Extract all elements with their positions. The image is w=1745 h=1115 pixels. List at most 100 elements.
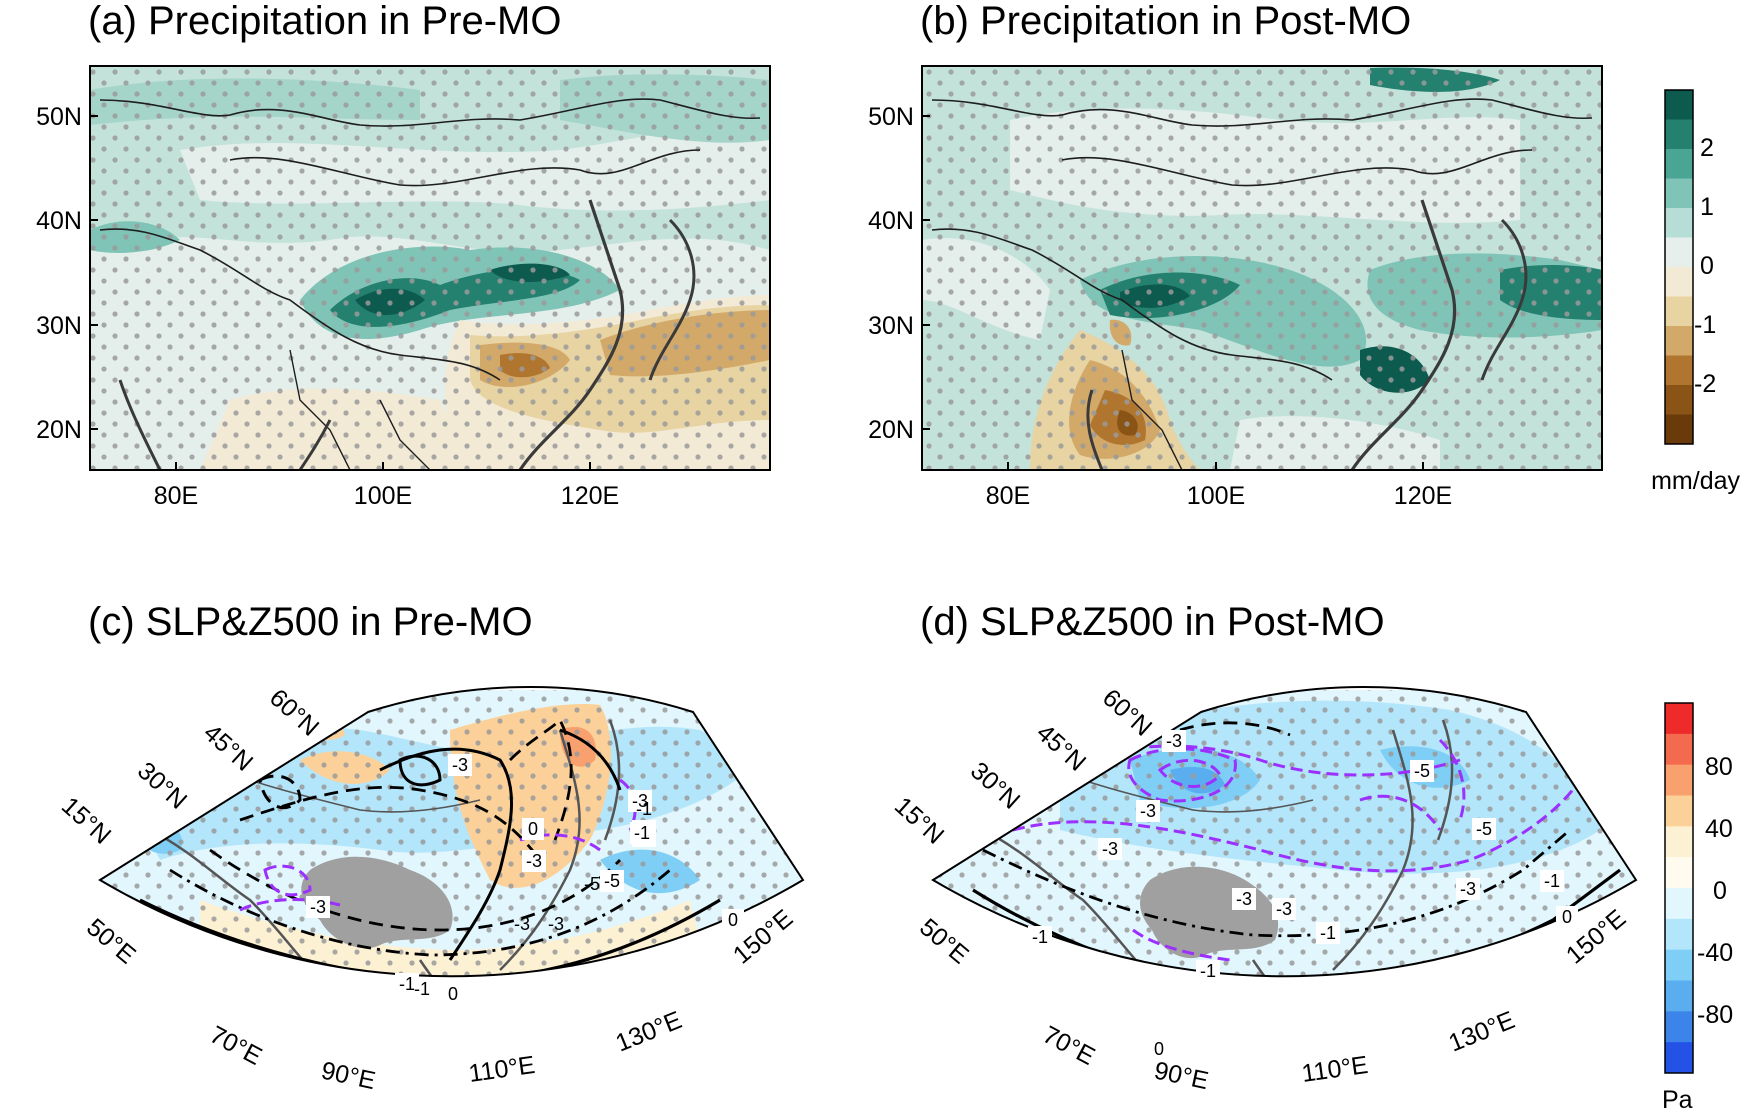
colorbar-slp-label: 80 <box>1705 753 1733 781</box>
svg-text:-5: -5 <box>1476 819 1492 839</box>
contour-label: -1 <box>1316 922 1340 944</box>
colorbar-cell <box>1665 888 1693 920</box>
contour-label: -3 <box>514 914 530 934</box>
panel-a-ticks <box>90 115 591 470</box>
panel-b-map <box>922 66 1602 470</box>
colorbar-cell <box>1665 980 1693 1012</box>
colorbar-cell <box>1665 1042 1693 1074</box>
contour-label: 0 <box>1148 1038 1170 1060</box>
lat-label: 40N <box>36 207 82 235</box>
colorbar-slp-cells <box>1665 703 1693 1074</box>
colorbar-slp-frame <box>1664 702 1694 1074</box>
contour-label: -3 <box>1162 730 1186 752</box>
panel-d-title: (d) SLP&Z500 in Post-MO <box>920 600 1385 644</box>
panel-b-lon-labels: 80E 100E 120E <box>986 482 1452 510</box>
panel-a: (a) Precipitation in Pre-MO <box>36 0 771 510</box>
panel-a-frame <box>89 65 771 471</box>
colorbar-precip-frame <box>1664 89 1694 445</box>
colorbar-cell <box>1665 119 1693 150</box>
svg-text:0: 0 <box>1562 907 1572 927</box>
contour-label: -3 <box>522 850 546 872</box>
svg-text:0: 0 <box>528 819 538 839</box>
panel-a-lon-labels: 80E 100E 120E <box>154 482 619 510</box>
contour-label: -1 <box>1540 870 1564 892</box>
lat-label: 15°N <box>56 792 116 850</box>
svg-text:-3: -3 <box>632 791 648 811</box>
lon-label: 70°E <box>1038 1021 1099 1071</box>
lat-label: 15°N <box>889 792 949 850</box>
panel-c-contour-labels: -3 -1 0 -3 0 -1 -5 -1 -1 -3 0 -3 -5 -1 -… <box>306 754 744 1005</box>
contour-label: -3 <box>1098 838 1122 860</box>
panel-a-lat-labels: 50N 40N 30N 20N <box>36 103 82 444</box>
panel-d: (d) SLP&Z500 in Post-MO <box>889 600 1638 1095</box>
svg-text:-1: -1 <box>634 823 650 843</box>
contour-label: -3 <box>448 754 472 776</box>
colorbar-cell <box>1665 208 1693 238</box>
lon-label: 50°E <box>81 913 141 969</box>
svg-text:-3: -3 <box>1276 899 1292 919</box>
lon-label: 80E <box>154 482 198 510</box>
panel-b: (b) Precipitation in Post-MO <box>868 0 1603 510</box>
lat-label: 30°N <box>132 757 192 815</box>
contour-label: -1 <box>414 979 430 999</box>
contour-label: -3 <box>1232 888 1256 910</box>
svg-text:0: 0 <box>1154 1039 1164 1059</box>
lat-label: 60°N <box>264 684 324 742</box>
panel-a-title: (a) Precipitation in Pre-MO <box>88 0 561 43</box>
panel-c-title: (c) SLP&Z500 in Pre-MO <box>88 600 533 644</box>
lat-label: 20N <box>868 416 914 444</box>
contour-label: -5 <box>600 870 624 892</box>
contour-label: -3 <box>1456 878 1480 900</box>
svg-text:-3: -3 <box>310 897 326 917</box>
contour-label: 0 <box>722 909 744 931</box>
contour-label: -3 <box>306 896 330 918</box>
colorbar-precip: 2 1 0 -1 -2 mm/day <box>1651 89 1740 495</box>
colorbar-slp-label: -40 <box>1697 939 1733 967</box>
svg-text:-3: -3 <box>514 914 530 934</box>
svg-text:0: 0 <box>448 984 458 1004</box>
svg-text:-3: -3 <box>452 755 468 775</box>
panel-b-ticks <box>922 115 1424 470</box>
svg-text:-3: -3 <box>1460 879 1476 899</box>
colorbar-cell <box>1665 703 1693 735</box>
svg-text:0: 0 <box>728 910 738 930</box>
contour-label: -3 <box>1136 800 1160 822</box>
lon-label: 120E <box>1394 482 1452 510</box>
colorbar-slp-label: 40 <box>1705 815 1733 843</box>
contour-label: 0 <box>1556 906 1578 928</box>
colorbar-cell <box>1665 857 1693 889</box>
svg-text:-1: -1 <box>1320 923 1336 943</box>
contour-label: -1 <box>636 799 652 819</box>
colorbar-cell <box>1665 733 1693 766</box>
svg-text:-5: -5 <box>584 874 600 894</box>
colorbar-precip-label: -1 <box>1694 311 1716 339</box>
contour-label: -5 <box>584 874 600 894</box>
lon-label: 130°E <box>612 1006 686 1058</box>
svg-text:-1: -1 <box>1200 961 1216 981</box>
lat-label: 40N <box>868 207 914 235</box>
panel-d-contour-labels: -3 -3 -5 -3 -3 -5 -3 -3 -1 -1 -1 -1 0 0 <box>1028 730 1578 1060</box>
svg-text:-1: -1 <box>414 979 430 999</box>
svg-text:-3: -3 <box>1140 801 1156 821</box>
contour-label: -5 <box>1472 818 1496 840</box>
lon-label: 100E <box>1187 482 1245 510</box>
colorbar-cell <box>1665 149 1693 179</box>
svg-text:-3: -3 <box>1102 839 1118 859</box>
contour-label: -5 <box>1410 760 1434 782</box>
colorbar-cell <box>1665 795 1693 827</box>
svg-text:-3: -3 <box>1166 731 1182 751</box>
panel-c: (c) SLP&Z500 in Pre-MO <box>56 600 805 1095</box>
panel-c-frame <box>98 685 805 978</box>
contour-label: -1 <box>1028 926 1052 948</box>
lon-label: 110°E <box>467 1051 537 1088</box>
colorbar-cell <box>1665 1011 1693 1043</box>
colorbar-cell <box>1665 178 1693 209</box>
lat-label: 30N <box>868 312 914 340</box>
colorbar-cell <box>1665 237 1693 268</box>
svg-text:-3: -3 <box>548 914 564 934</box>
contour-label: -3 <box>628 790 652 812</box>
colorbar-cell <box>1665 764 1693 796</box>
lat-label: 60°N <box>1097 684 1157 742</box>
colorbar-precip-label: -2 <box>1694 370 1716 398</box>
